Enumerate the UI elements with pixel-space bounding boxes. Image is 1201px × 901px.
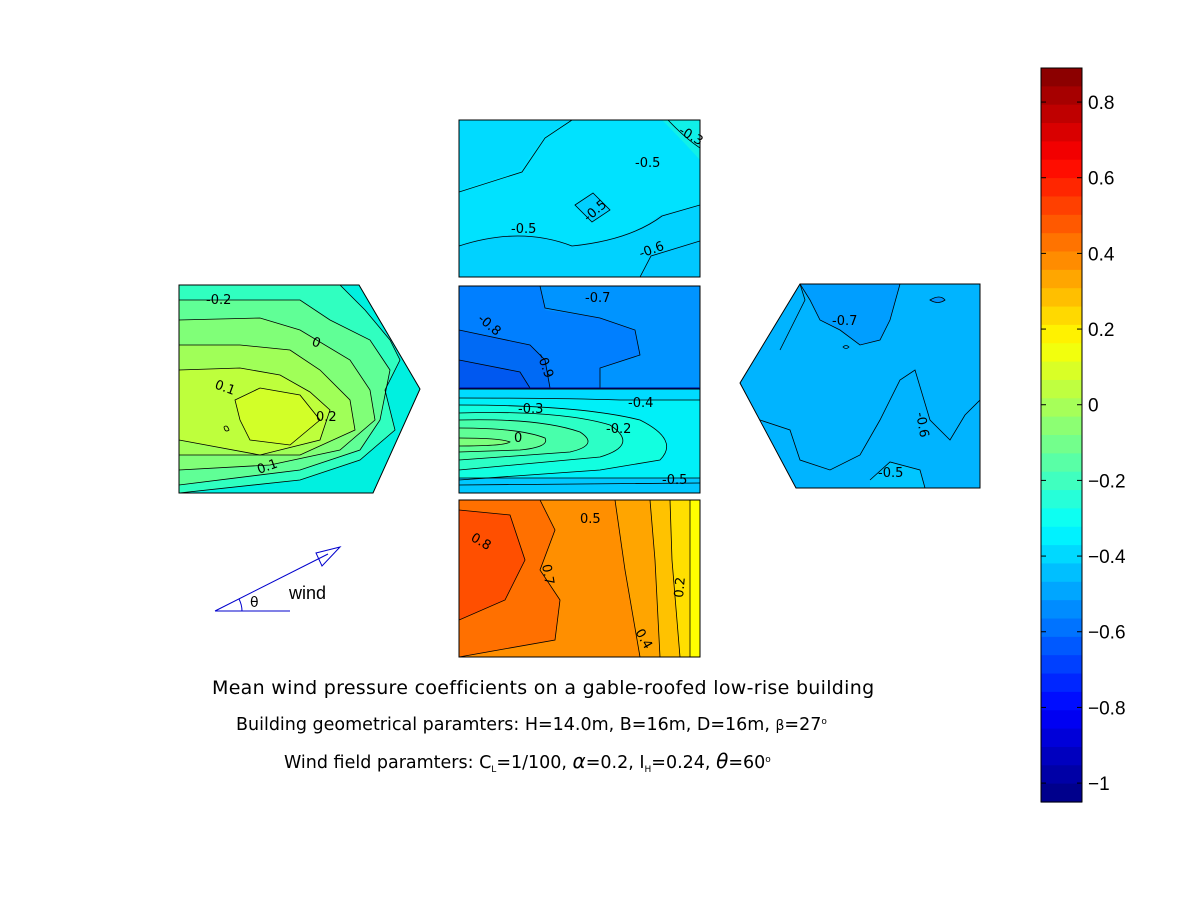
colorbar-tick-label: 0.8: [1088, 93, 1114, 114]
colorbar-band: [1041, 123, 1082, 142]
colorbar-band: [1041, 398, 1082, 418]
face-left-gable: [179, 285, 420, 493]
colorbar-band: [1041, 471, 1082, 491]
colorbar-tick-label: 0.2: [1088, 320, 1114, 341]
colorbar-band: [1041, 765, 1082, 785]
contour-label: 0.1: [255, 457, 280, 478]
wind-field-parameters: Wind field paramters: CL=1/100, α=0.2, I…: [284, 749, 771, 775]
contour-label: 0.7: [538, 563, 556, 586]
colorbar-band: [1041, 178, 1082, 198]
colorbar-band: [1041, 545, 1082, 565]
contour-label: -0.2: [606, 422, 631, 437]
contour-label: -0.7: [585, 291, 610, 306]
contour-label: -0.5: [511, 222, 536, 237]
colorbar-band: [1041, 196, 1082, 216]
colorbar-frame: [1040, 67, 1083, 803]
colorbar-band: [1041, 691, 1082, 711]
colorbar-tick-label: −0.8: [1088, 698, 1126, 719]
contour-label: 0.1: [213, 378, 238, 399]
colorbar-band: [1041, 746, 1082, 766]
colorbar-band: [1041, 159, 1082, 179]
colorbar-band: [1041, 288, 1082, 308]
colorbar-tick-label: 0.4: [1088, 244, 1115, 265]
colorbar-band: [1041, 526, 1082, 546]
colorbar-band: [1041, 141, 1082, 161]
colorbar-ticks: 0.8 0.6 0.4 0.2 0 −0.2 −0.4 −0.6 −0.8 −1: [1041, 93, 1126, 795]
colorbar-band: [1041, 728, 1082, 748]
colorbar-band: [1041, 618, 1082, 638]
colorbar-band: [1041, 453, 1082, 473]
contour-label: -0.6: [912, 411, 931, 439]
colorbar-band: [1041, 600, 1082, 620]
colorbar-band: [1041, 581, 1082, 601]
wind-direction-indicator: [214, 546, 342, 612]
colorbar-tick-label: −0.6: [1088, 623, 1126, 644]
face-roof-lower: [459, 389, 700, 493]
contour-label: -0.5: [662, 473, 687, 488]
figure-title: Mean wind pressure coefficients on a gab…: [212, 677, 875, 699]
contour-label: -0.4: [628, 396, 653, 411]
contour-label: 0.2: [672, 576, 689, 598]
contour-label: -0.3: [518, 402, 543, 417]
angle-arc: [238, 598, 243, 612]
colorbar-band: [1041, 233, 1082, 253]
colorbar-tick-label: −0.4: [1088, 547, 1126, 568]
colorbar-tick-label: −1: [1088, 774, 1110, 795]
face-right-gable: [740, 284, 980, 488]
colorbar-band: [1041, 379, 1082, 399]
face-windward-wall: [459, 500, 700, 657]
colorbar-band: [1041, 68, 1082, 87]
wind-arrow-shaft: [214, 553, 329, 612]
contour-label: -0.5: [878, 466, 903, 481]
contour-label: -0.2: [206, 293, 231, 308]
colorbar-band: [1041, 361, 1082, 381]
colorbar-band: [1041, 324, 1082, 344]
colorbar-band: [1041, 508, 1082, 528]
colorbar-tick-label: −0.2: [1088, 471, 1126, 492]
colorbar-band: [1041, 710, 1082, 730]
contour-label: -0.5: [635, 156, 660, 171]
colorbar: [1041, 68, 1082, 803]
colorbar-band: [1041, 636, 1082, 656]
contour-label: 0.2: [316, 410, 337, 425]
colorbar-band: [1041, 269, 1082, 289]
contour-label: 0: [514, 431, 522, 446]
colorbar-band: [1041, 673, 1082, 693]
colorbar-band: [1041, 655, 1082, 675]
colorbar-band: [1041, 214, 1082, 234]
colorbar-band: [1041, 416, 1082, 436]
colorbar-band: [1041, 783, 1082, 803]
building-parameters: Building geometrical paramters: H=14.0m,…: [236, 715, 827, 735]
colorbar-band: [1041, 343, 1082, 363]
wind-label: wind: [288, 583, 326, 603]
contour-label: -0.7: [832, 314, 857, 329]
colorbar-band: [1041, 490, 1082, 509]
colorbar-band: [1041, 251, 1082, 271]
colorbar-tick-label: 0: [1088, 396, 1099, 417]
colorbar-band: [1041, 563, 1082, 583]
contour-label: 0.5: [580, 512, 601, 527]
colorbar-band: [1041, 104, 1082, 124]
colorbar-tick-label: 0.6: [1088, 169, 1114, 190]
face-upper-wall: [459, 120, 700, 277]
colorbar-band: [1041, 86, 1082, 106]
wind-angle-symbol: θ: [250, 595, 259, 611]
wind-arrow-head-icon: [315, 546, 342, 567]
colorbar-band: [1041, 306, 1082, 326]
colorbar-band: [1041, 435, 1082, 454]
